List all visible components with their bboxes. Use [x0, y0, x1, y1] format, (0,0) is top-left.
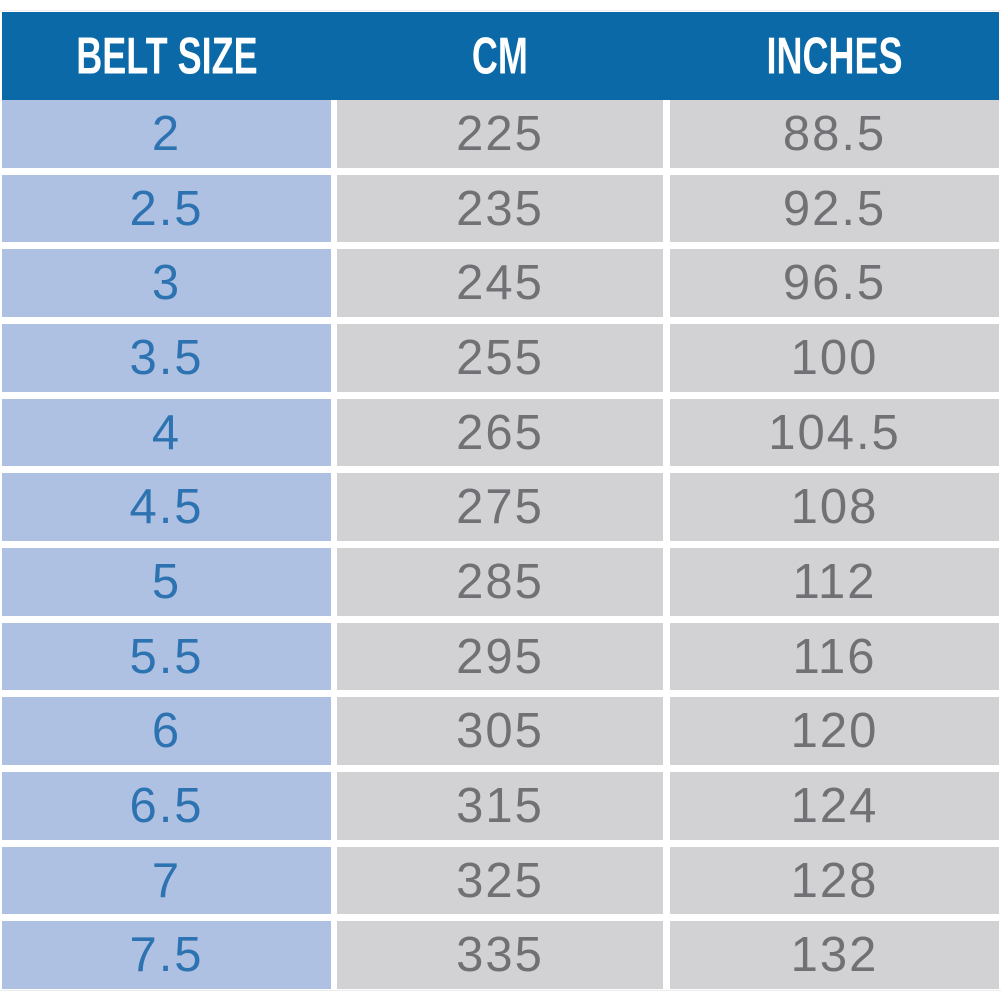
- cm-cell: 275: [337, 473, 663, 542]
- inches-cell: 120: [670, 697, 999, 766]
- belt-size-cell: 7.5: [2, 921, 331, 990]
- table-header-row: BELT SIZE CM INCHES: [2, 12, 999, 100]
- cm-cell: 255: [337, 324, 663, 392]
- table-row: 3.5 255 100: [2, 324, 999, 392]
- cm-cell: 295: [337, 622, 663, 691]
- column-header-label: INCHES: [766, 26, 903, 86]
- belt-size-table: BELT SIZE CM INCHES 2 225 88.5 2.5 235 9…: [2, 12, 999, 990]
- cm-cell: 235: [337, 174, 663, 243]
- table-row: 6.5 315 124: [2, 772, 999, 840]
- belt-size-cell: 6.5: [2, 772, 331, 840]
- belt-size-cell: 5: [2, 548, 331, 616]
- belt-size-cell: 3: [2, 249, 331, 318]
- belt-size-cell: 4: [2, 398, 331, 467]
- inches-cell: 104.5: [670, 398, 999, 467]
- inches-cell: 116: [670, 622, 999, 691]
- inches-cell: 96.5: [670, 249, 999, 318]
- belt-size-cell: 5.5: [2, 622, 331, 691]
- inches-cell: 108: [670, 473, 999, 542]
- inches-cell: 128: [670, 846, 999, 915]
- table-body: 2 225 88.5 2.5 235 92.5 3 245 96.5 3.5 2…: [2, 100, 999, 990]
- column-header-inches: INCHES: [670, 12, 999, 100]
- table-row: 5.5 295 116: [2, 622, 999, 691]
- table-row: 6 305 120: [2, 697, 999, 766]
- inches-cell: 124: [670, 772, 999, 840]
- cm-cell: 225: [337, 100, 663, 168]
- table-row: 5 285 112: [2, 548, 999, 616]
- inches-cell: 112: [670, 548, 999, 616]
- cm-cell: 325: [337, 846, 663, 915]
- inches-cell: 132: [670, 921, 999, 990]
- belt-size-cell: 2: [2, 100, 331, 168]
- column-header-label: CM: [471, 26, 528, 86]
- table-row: 7 325 128: [2, 846, 999, 915]
- column-header-label: BELT SIZE: [75, 26, 258, 86]
- belt-size-cell: 6: [2, 697, 331, 766]
- belt-size-cell: 3.5: [2, 324, 331, 392]
- inches-cell: 88.5: [670, 100, 999, 168]
- column-header-cm: CM: [337, 12, 663, 100]
- cm-cell: 335: [337, 921, 663, 990]
- table-row: 3 245 96.5: [2, 249, 999, 318]
- table-row: 2 225 88.5: [2, 100, 999, 168]
- column-header-belt-size: BELT SIZE: [2, 12, 331, 100]
- table-row: 4.5 275 108: [2, 473, 999, 542]
- table-row: 4 265 104.5: [2, 398, 999, 467]
- inches-cell: 100: [670, 324, 999, 392]
- belt-size-cell: 2.5: [2, 174, 331, 243]
- cm-cell: 285: [337, 548, 663, 616]
- table-row: 2.5 235 92.5: [2, 174, 999, 243]
- cm-cell: 315: [337, 772, 663, 840]
- inches-cell: 92.5: [670, 174, 999, 243]
- cm-cell: 265: [337, 398, 663, 467]
- table-row: 7.5 335 132: [2, 921, 999, 990]
- cm-cell: 305: [337, 697, 663, 766]
- cm-cell: 245: [337, 249, 663, 318]
- belt-size-cell: 4.5: [2, 473, 331, 542]
- belt-size-cell: 7: [2, 846, 331, 915]
